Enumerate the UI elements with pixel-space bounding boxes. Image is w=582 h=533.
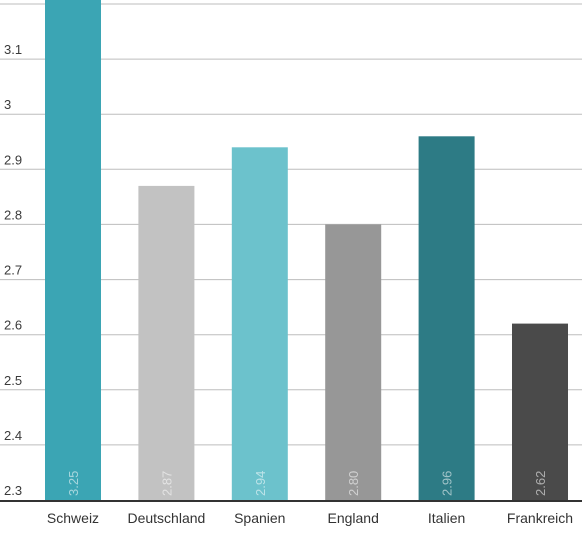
y-tick-label: 3.2 — [4, 0, 22, 2]
y-tick-label: 2.5 — [4, 373, 22, 388]
y-tick-label: 2.8 — [4, 207, 22, 222]
y-tick-label: 2.9 — [4, 152, 22, 167]
x-tick-label: England — [328, 510, 379, 526]
bar-value-label: 2.94 — [253, 471, 268, 496]
bar-value-label: 2.62 — [533, 471, 548, 496]
x-tick-label: Frankreich — [507, 510, 573, 526]
bar-deutschland — [138, 185, 195, 500]
y-tick-label: 3 — [4, 97, 11, 112]
bar-italien — [418, 136, 475, 501]
x-axis-ticks: Schweiz Deutschland Spanien England Italien F… — [47, 510, 573, 526]
y-axis-ticks: 2.3 2.4 2.5 2.6 2.7 2.8 2.9 3 3.1 3.2 — [4, 0, 22, 498]
x-tick-label: Spanien — [234, 510, 285, 526]
bar-spanien — [231, 147, 288, 501]
bar-value-label: 2.87 — [159, 471, 174, 496]
x-tick-label: Schweiz — [47, 510, 99, 526]
bar-england — [325, 224, 382, 500]
y-tick-label: 2.7 — [4, 263, 22, 278]
y-tick-label: 3.1 — [4, 42, 22, 57]
bar-frankreich — [512, 323, 568, 500]
bar-schweiz — [45, 0, 101, 500]
y-tick-label: 2.3 — [4, 483, 22, 498]
y-tick-label: 2.6 — [4, 318, 22, 333]
y-tick-label: 2.4 — [4, 428, 22, 443]
bar-value-label: 2.96 — [440, 471, 455, 496]
value-labels: 3.25 2.87 2.94 2.80 2.96 2.62 — [66, 471, 548, 496]
x-tick-label: Deutschland — [127, 510, 205, 526]
bars — [45, 0, 568, 501]
bar-value-label: 3.25 — [66, 471, 81, 496]
x-tick-label: Italien — [428, 510, 465, 526]
bar-value-label: 2.80 — [346, 471, 361, 496]
